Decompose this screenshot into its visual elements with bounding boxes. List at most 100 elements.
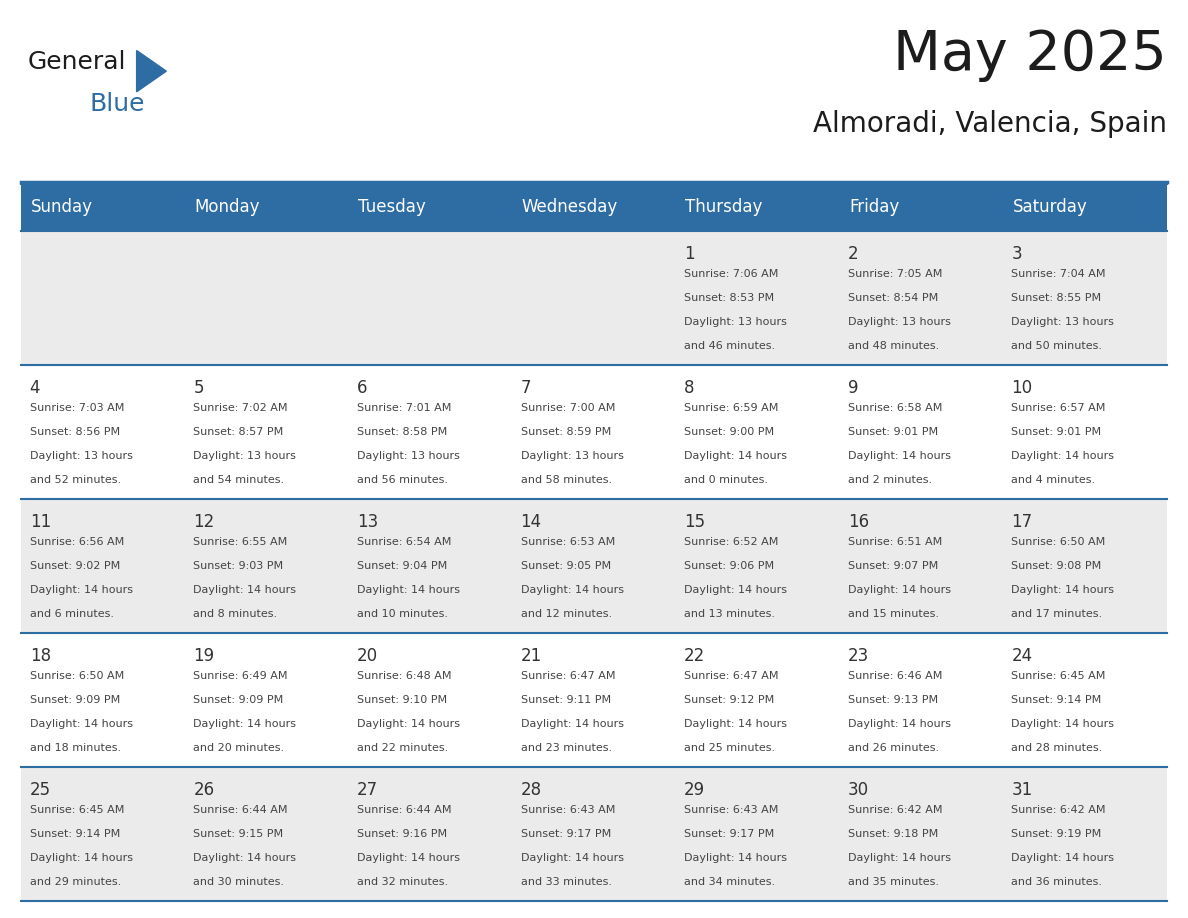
Text: Sunrise: 6:55 AM: Sunrise: 6:55 AM [194,537,287,547]
Text: Sunset: 8:58 PM: Sunset: 8:58 PM [356,427,447,437]
Polygon shape [137,50,166,92]
Text: Daylight: 14 hours: Daylight: 14 hours [356,719,460,729]
Text: Sunrise: 6:44 AM: Sunrise: 6:44 AM [356,805,451,815]
Text: Daylight: 13 hours: Daylight: 13 hours [848,317,950,327]
Text: Sunset: 9:00 PM: Sunset: 9:00 PM [684,427,775,437]
Bar [21,767,1167,901]
Text: Sunrise: 7:03 AM: Sunrise: 7:03 AM [30,403,124,413]
Text: 19: 19 [194,647,214,665]
Text: Daylight: 14 hours: Daylight: 14 hours [848,853,950,863]
Text: Sunrise: 6:53 AM: Sunrise: 6:53 AM [520,537,614,547]
Text: Sunset: 9:08 PM: Sunset: 9:08 PM [1011,561,1101,571]
Text: and 2 minutes.: and 2 minutes. [848,476,931,486]
Text: Daylight: 14 hours: Daylight: 14 hours [848,719,950,729]
Text: 31: 31 [1011,781,1032,799]
Text: Sunset: 9:19 PM: Sunset: 9:19 PM [1011,829,1101,839]
Text: Daylight: 14 hours: Daylight: 14 hours [684,853,788,863]
Text: Daylight: 14 hours: Daylight: 14 hours [356,585,460,595]
Text: Sunset: 9:11 PM: Sunset: 9:11 PM [520,695,611,705]
Text: 29: 29 [684,781,706,799]
Text: Sunset: 9:10 PM: Sunset: 9:10 PM [356,695,447,705]
Text: and 54 minutes.: and 54 minutes. [194,476,284,486]
Text: 1: 1 [684,245,695,263]
Text: 18: 18 [30,647,51,665]
Text: Sunrise: 6:54 AM: Sunrise: 6:54 AM [356,537,451,547]
Text: 16: 16 [848,513,868,531]
Text: Sunrise: 6:42 AM: Sunrise: 6:42 AM [848,805,942,815]
Text: Daylight: 13 hours: Daylight: 13 hours [356,451,460,461]
Text: 22: 22 [684,647,706,665]
Text: 13: 13 [356,513,378,531]
Text: and 32 minutes.: and 32 minutes. [356,878,448,888]
Text: 7: 7 [520,379,531,397]
Text: Sunset: 9:13 PM: Sunset: 9:13 PM [848,695,937,705]
Text: 20: 20 [356,647,378,665]
Text: Sunrise: 6:48 AM: Sunrise: 6:48 AM [356,671,451,681]
Text: May 2025: May 2025 [893,28,1167,82]
Text: Daylight: 14 hours: Daylight: 14 hours [684,719,788,729]
Text: Sunset: 9:02 PM: Sunset: 9:02 PM [30,561,120,571]
Text: Sunset: 8:53 PM: Sunset: 8:53 PM [684,293,775,303]
Text: Sunset: 9:01 PM: Sunset: 9:01 PM [1011,427,1101,437]
Text: 11: 11 [30,513,51,531]
Text: Sunrise: 7:02 AM: Sunrise: 7:02 AM [194,403,287,413]
Text: General: General [27,50,126,74]
Bar [21,184,1167,231]
Text: Daylight: 13 hours: Daylight: 13 hours [520,451,624,461]
Text: Daylight: 14 hours: Daylight: 14 hours [848,585,950,595]
Text: and 6 minutes.: and 6 minutes. [30,610,114,620]
Text: Daylight: 14 hours: Daylight: 14 hours [520,719,624,729]
Text: Monday: Monday [195,198,260,217]
Bar [21,499,1167,633]
Text: and 23 minutes.: and 23 minutes. [520,744,612,754]
Text: 15: 15 [684,513,706,531]
Text: Sunset: 9:18 PM: Sunset: 9:18 PM [848,829,939,839]
Text: Sunrise: 6:45 AM: Sunrise: 6:45 AM [30,805,124,815]
Text: Sunrise: 7:06 AM: Sunrise: 7:06 AM [684,269,778,279]
Text: Daylight: 14 hours: Daylight: 14 hours [684,451,788,461]
Text: Sunrise: 7:01 AM: Sunrise: 7:01 AM [356,403,451,413]
Text: Sunset: 9:14 PM: Sunset: 9:14 PM [30,829,120,839]
Text: Daylight: 14 hours: Daylight: 14 hours [30,719,133,729]
Text: 5: 5 [194,379,204,397]
Text: and 34 minutes.: and 34 minutes. [684,878,776,888]
Text: Sunset: 8:54 PM: Sunset: 8:54 PM [848,293,939,303]
Text: Sunrise: 6:46 AM: Sunrise: 6:46 AM [848,671,942,681]
Text: 21: 21 [520,647,542,665]
Text: Sunset: 8:59 PM: Sunset: 8:59 PM [520,427,611,437]
Text: Sunset: 9:07 PM: Sunset: 9:07 PM [848,561,939,571]
Text: and 13 minutes.: and 13 minutes. [684,610,775,620]
Text: and 29 minutes.: and 29 minutes. [30,878,121,888]
Text: Sunset: 9:12 PM: Sunset: 9:12 PM [684,695,775,705]
Text: Sunrise: 6:43 AM: Sunrise: 6:43 AM [520,805,615,815]
Text: Sunset: 9:09 PM: Sunset: 9:09 PM [30,695,120,705]
Text: Sunset: 8:55 PM: Sunset: 8:55 PM [1011,293,1101,303]
Text: Sunrise: 6:52 AM: Sunrise: 6:52 AM [684,537,778,547]
Text: 26: 26 [194,781,214,799]
Text: Sunrise: 6:59 AM: Sunrise: 6:59 AM [684,403,778,413]
Text: Daylight: 13 hours: Daylight: 13 hours [194,451,296,461]
Text: and 30 minutes.: and 30 minutes. [194,878,284,888]
Text: Sunset: 9:09 PM: Sunset: 9:09 PM [194,695,284,705]
Text: Daylight: 14 hours: Daylight: 14 hours [194,853,296,863]
Text: Sunset: 9:01 PM: Sunset: 9:01 PM [848,427,937,437]
Text: and 33 minutes.: and 33 minutes. [520,878,612,888]
Text: Daylight: 14 hours: Daylight: 14 hours [1011,853,1114,863]
Text: Sunrise: 6:58 AM: Sunrise: 6:58 AM [848,403,942,413]
Text: Daylight: 13 hours: Daylight: 13 hours [1011,317,1114,327]
Text: Sunset: 9:14 PM: Sunset: 9:14 PM [1011,695,1101,705]
Text: 27: 27 [356,781,378,799]
Text: Sunrise: 6:56 AM: Sunrise: 6:56 AM [30,537,124,547]
Text: Sunrise: 6:49 AM: Sunrise: 6:49 AM [194,671,287,681]
Text: Sunrise: 7:05 AM: Sunrise: 7:05 AM [848,269,942,279]
Text: Almoradi, Valencia, Spain: Almoradi, Valencia, Spain [813,110,1167,139]
Text: Daylight: 14 hours: Daylight: 14 hours [848,451,950,461]
Bar [21,231,1167,365]
Text: 12: 12 [194,513,215,531]
Text: 9: 9 [848,379,858,397]
Text: Sunrise: 6:43 AM: Sunrise: 6:43 AM [684,805,778,815]
Text: Sunrise: 6:42 AM: Sunrise: 6:42 AM [1011,805,1106,815]
Text: Daylight: 14 hours: Daylight: 14 hours [1011,451,1114,461]
Text: Sunset: 9:04 PM: Sunset: 9:04 PM [356,561,447,571]
Text: and 26 minutes.: and 26 minutes. [848,744,939,754]
